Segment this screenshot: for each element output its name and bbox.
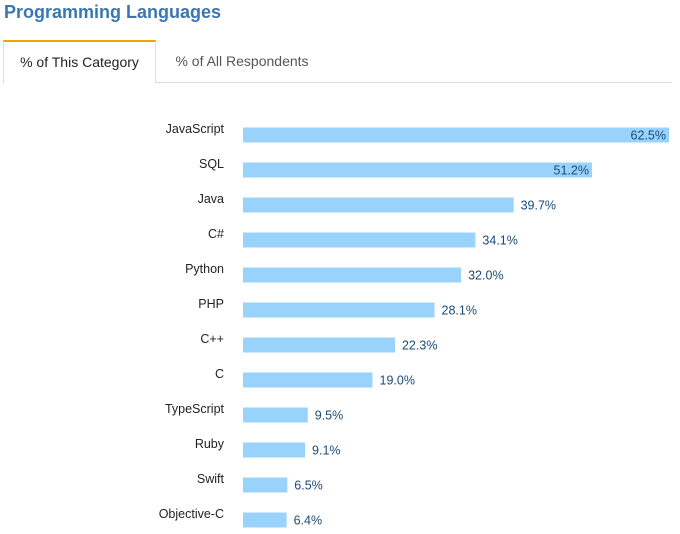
category-label: SQL	[199, 157, 224, 171]
category-label: PHP	[198, 297, 224, 311]
bar	[243, 407, 308, 423]
bar-row: Swift 6.5%	[197, 472, 323, 493]
bar-row: PHP 28.1%	[198, 297, 477, 318]
category-label: Python	[185, 262, 224, 276]
bar-row: Objective-C 6.4%	[159, 507, 322, 528]
value-label: 51.2%	[554, 164, 589, 178]
bar	[243, 512, 287, 528]
value-label: 19.0%	[380, 374, 415, 388]
value-label: 9.1%	[312, 444, 341, 458]
bar	[243, 477, 288, 493]
category-label: Swift	[197, 472, 225, 486]
bar	[243, 162, 592, 178]
category-label: JavaScript	[166, 122, 225, 136]
bar	[243, 302, 435, 318]
category-label: C#	[208, 227, 224, 241]
value-label: 39.7%	[521, 199, 556, 213]
bar	[243, 197, 514, 213]
value-label: 62.5%	[631, 129, 666, 143]
bar	[243, 267, 462, 283]
bar-row: C++ 22.3%	[200, 332, 437, 353]
value-label: 32.0%	[468, 269, 503, 283]
bar	[243, 442, 306, 458]
value-label: 6.4%	[294, 514, 323, 528]
bar-row: SQL 51.2%	[199, 157, 592, 178]
category-label: C	[215, 367, 224, 381]
tab-divider	[156, 82, 672, 83]
value-label: 9.5%	[315, 409, 344, 423]
category-label: Ruby	[195, 437, 225, 451]
bar	[243, 337, 395, 353]
bar-row: TypeScript 9.5%	[165, 402, 343, 423]
tab-all-respondents[interactable]: % of All Respondents	[175, 53, 309, 69]
bar-row: Ruby 9.1%	[195, 437, 341, 458]
category-label: TypeScript	[165, 402, 225, 416]
page-title: Programming Languages	[4, 2, 222, 22]
bar	[243, 372, 373, 388]
bar-row: C# 34.1%	[208, 227, 518, 248]
bar	[243, 232, 476, 248]
bar-row: Java 39.7%	[198, 192, 556, 213]
bar-chart: JavaScript 62.5% SQL 51.2% Java 39.7% C# 34.1% P…	[0, 110, 680, 534]
bar-row: JavaScript 62.5%	[166, 122, 669, 143]
value-label: 22.3%	[402, 339, 437, 353]
category-label: Java	[198, 192, 224, 206]
bar-chart-svg: JavaScript 62.5% SQL 51.2% Java 39.7% C# 34.1% P…	[159, 122, 669, 528]
tab-this-category[interactable]: % of This Category	[3, 40, 156, 83]
bar	[243, 127, 669, 143]
value-label: 28.1%	[442, 304, 477, 318]
category-label: Objective-C	[159, 507, 224, 521]
value-label: 34.1%	[482, 234, 517, 248]
bar-row: Python 32.0%	[185, 262, 504, 283]
bar-row: C 19.0%	[215, 367, 415, 388]
category-label: C++	[200, 332, 224, 346]
tab-bar: % of This Category % of All Respondents	[0, 40, 672, 83]
value-label: 6.5%	[294, 479, 323, 493]
